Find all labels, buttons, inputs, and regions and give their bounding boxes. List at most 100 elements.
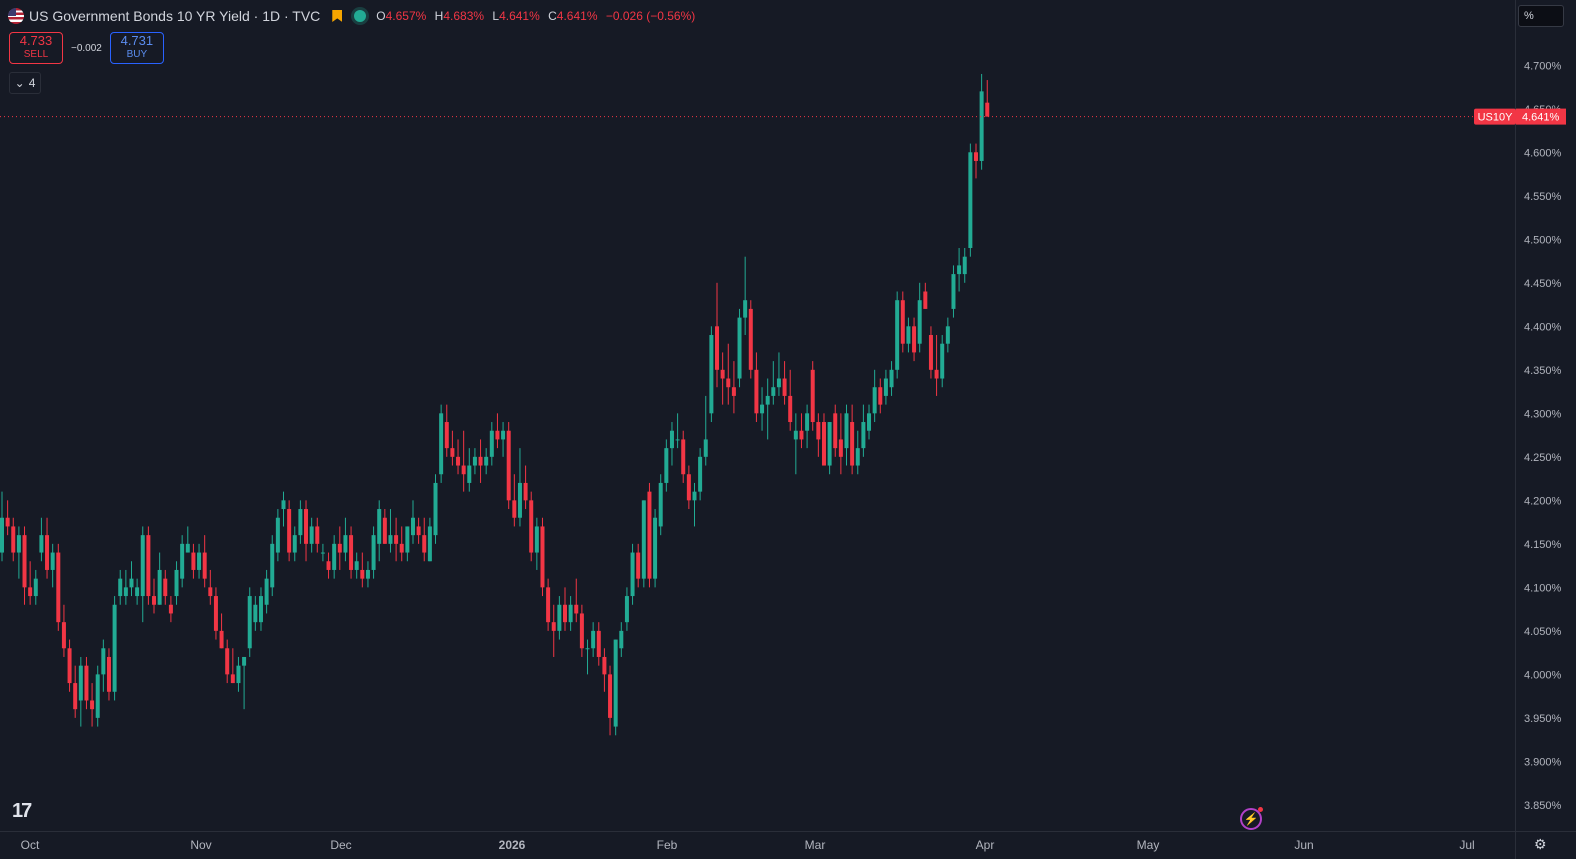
candle	[551, 604, 556, 657]
candle	[112, 596, 117, 701]
candle-body	[602, 656, 607, 675]
market-status-icon[interactable]	[354, 10, 367, 22]
candle	[675, 413, 680, 449]
candle-body	[489, 430, 494, 457]
candle	[213, 587, 218, 640]
candle-body	[326, 561, 331, 570]
candle	[703, 395, 708, 466]
candle	[146, 526, 151, 605]
candle-body	[928, 335, 933, 370]
candle	[833, 404, 838, 457]
candle-body	[236, 665, 241, 684]
symbol-title[interactable]: US Government Bonds 10 YR Yield · 1D · T…	[29, 8, 321, 24]
candle-body	[427, 526, 432, 562]
candle	[647, 482, 652, 588]
candle-body	[917, 300, 922, 344]
candle	[591, 622, 596, 657]
candle	[5, 500, 10, 536]
bookmark-flag-icon[interactable]	[332, 10, 343, 22]
candle-body	[349, 535, 354, 570]
sell-button[interactable]: 4.733 SELL	[9, 32, 63, 64]
candle-body	[388, 535, 393, 544]
candle-body	[833, 413, 838, 449]
candle	[264, 569, 269, 614]
candle-body	[793, 430, 798, 440]
indicators-toggle[interactable]: ⌄ 4	[9, 72, 41, 94]
candle-body	[653, 517, 658, 579]
candle-body	[923, 291, 928, 309]
candle-body	[782, 378, 787, 396]
candle	[636, 543, 641, 588]
candle-body	[320, 552, 325, 554]
candle	[174, 561, 179, 605]
candle	[765, 378, 770, 440]
candle	[444, 404, 449, 457]
candle	[236, 656, 241, 692]
candle	[692, 482, 697, 527]
x-tick-label: Dec	[330, 838, 351, 852]
candle-body	[78, 665, 83, 701]
candle	[816, 413, 821, 457]
candle-body	[337, 543, 342, 553]
candle	[315, 517, 320, 553]
y-tick-label: 4.200%	[1524, 495, 1562, 507]
time-axis[interactable]: Oct Nov Dec 2026 Feb Mar Apr May Jun Jul	[21, 838, 1475, 852]
candle-body	[636, 552, 641, 579]
candle-body	[529, 500, 534, 553]
candle	[349, 526, 354, 579]
candle	[754, 352, 759, 423]
lightning-icon[interactable]: ⚡	[1240, 807, 1263, 830]
candle-body	[686, 474, 691, 501]
candle	[917, 282, 922, 353]
candle-body	[810, 369, 815, 423]
y-tick-label: 4.500%	[1524, 234, 1562, 246]
candle	[838, 413, 843, 475]
price-unit-selector[interactable]: %	[1518, 5, 1564, 27]
tradingview-logo-icon[interactable]: 17	[12, 800, 32, 822]
buy-button[interactable]: 4.731 BUY	[109, 32, 164, 64]
candle-body	[33, 578, 38, 597]
candle-body	[596, 630, 601, 657]
candle	[619, 622, 624, 657]
y-tick-label: 4.150%	[1524, 539, 1562, 551]
x-tick-label: Apr	[976, 838, 995, 852]
candle	[360, 552, 365, 588]
y-tick-label: 4.050%	[1524, 626, 1562, 638]
candle-body	[692, 491, 697, 501]
candle-body	[878, 387, 883, 405]
candle	[180, 535, 185, 588]
candle	[973, 143, 978, 179]
candle	[945, 317, 950, 353]
candle	[641, 500, 646, 588]
candle	[985, 80, 990, 117]
candle-body	[219, 630, 224, 649]
candle	[287, 500, 292, 562]
candle	[270, 535, 275, 597]
y-tick-label: 4.400%	[1524, 321, 1562, 333]
settings-icon[interactable]: ⚙	[1534, 836, 1547, 852]
candle	[501, 422, 506, 457]
spread-value: −0.002	[71, 42, 102, 54]
candle	[394, 517, 399, 562]
candle-body	[838, 439, 843, 457]
candle	[726, 343, 731, 405]
candle-body	[157, 569, 162, 605]
candle-body	[461, 465, 466, 475]
candle-body	[512, 500, 517, 518]
y-tick-label: 4.600%	[1524, 147, 1562, 159]
candle-body	[230, 674, 235, 684]
candle-body	[5, 517, 10, 527]
high-label: H	[434, 9, 444, 23]
price-axis[interactable]: 3.850% 3.900% 3.950% 4.000% 4.050% 4.100% 4.15…	[1524, 17, 1562, 812]
candle	[653, 509, 658, 588]
candle-body	[968, 152, 973, 248]
candle	[793, 413, 798, 475]
candle-body	[163, 578, 168, 597]
candle	[658, 474, 663, 536]
candle-body	[298, 509, 303, 536]
candle-body	[264, 578, 269, 605]
candle-body	[95, 674, 100, 718]
candle-body	[585, 648, 590, 650]
candle	[50, 543, 55, 588]
